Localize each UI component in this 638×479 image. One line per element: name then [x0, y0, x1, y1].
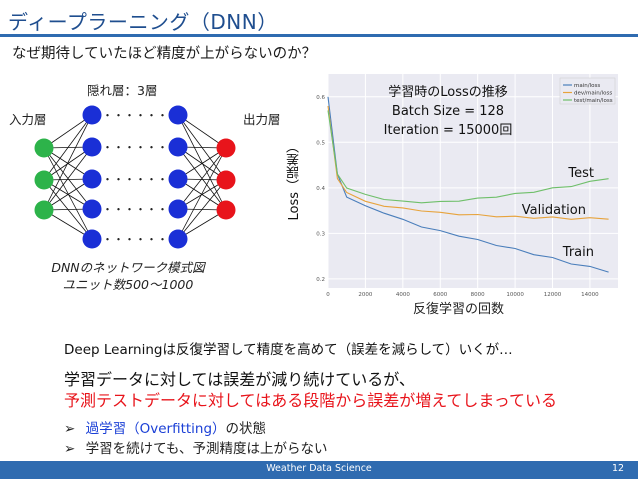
- input-node: [34, 200, 54, 220]
- chart-x-tick-label: 0: [326, 292, 330, 296]
- network-edge: [177, 114, 227, 149]
- output-node: [216, 170, 236, 190]
- chart-grid: [327, 74, 618, 288]
- legend-entry: test/main/loss: [574, 98, 613, 104]
- chart-header-2: Batch Size = 128: [391, 104, 505, 119]
- hidden-node: [168, 137, 188, 157]
- network-nodes: [34, 105, 236, 249]
- chart-x-tick-label: 4000: [396, 292, 410, 296]
- body-test-line: 予測テストデータに対してはある段階から誤差が増えてしまっている: [64, 391, 557, 410]
- chart-x-label: 反復学習の回数: [413, 302, 505, 317]
- legend-entry: dev/main/loss: [574, 91, 612, 97]
- network-edge: [43, 178, 93, 211]
- network-caption-1: DNNのネットワーク模式図: [51, 260, 205, 275]
- network-edge: [177, 147, 227, 180]
- input-layer-label: 入力層: [9, 112, 47, 127]
- dots-row: ・・・・・・: [102, 233, 168, 246]
- chart-x-tick-label: 8000: [471, 292, 485, 296]
- footer-text: Weather Data Science: [266, 463, 372, 474]
- bullet-mark: ➢: [64, 421, 76, 437]
- footer-bar: [0, 461, 638, 479]
- chart-x-tick-label: 12000: [544, 292, 562, 296]
- series-line-dev-main-loss: [327, 105, 609, 220]
- bullet-1-rest: の状態: [225, 421, 267, 437]
- hidden-node: [168, 199, 188, 219]
- hidden-node: [82, 137, 102, 157]
- slide-title: ディープラーニング（DNN）: [8, 10, 278, 34]
- chart-y-tick-label: 0.5: [316, 140, 325, 146]
- page-number: 12: [612, 463, 625, 474]
- output-node: [216, 138, 236, 158]
- bullet-1: ➢ 過学習（Overfitting）の状態: [64, 417, 266, 437]
- chart-y-tick-label: 0.4: [316, 186, 325, 192]
- chart-y-tick-label: 0.6: [316, 95, 325, 101]
- network-edge: [177, 114, 227, 211]
- series-label-validation: Validation: [522, 203, 586, 218]
- network-caption-2: ユニット数500～1000: [62, 277, 194, 292]
- hidden-node: [168, 105, 188, 125]
- hidden-node: [82, 169, 102, 189]
- chart-x-tick-label: 10000: [506, 292, 524, 296]
- dots-row: ・・・・・・: [102, 203, 168, 216]
- bullet-2: ➢ 学習を続けても、予測精度は上がらない: [64, 437, 328, 457]
- body-train-line: 学習データに対しては誤差が減り続けているが、: [64, 370, 415, 389]
- chart-series: [327, 96, 609, 273]
- hidden-node: [82, 105, 102, 125]
- input-node: [34, 138, 54, 158]
- chart-header-1: 学習時のLossの推移: [388, 85, 508, 100]
- network-edge: [43, 147, 93, 240]
- series-label-train: Train: [562, 245, 594, 260]
- chart-plot-area: [328, 74, 618, 288]
- network-edge: [43, 146, 93, 211]
- chart-header-3: Iteration = 15000回: [383, 123, 513, 138]
- chart-y-tick-label: 0.2: [316, 277, 325, 283]
- chart-series-labels: Train Validation Test: [522, 166, 594, 260]
- output-node: [216, 200, 236, 220]
- hidden-node: [168, 169, 188, 189]
- slide-subtitle: なぜ期待していたほど精度が上がらないのか？: [12, 46, 317, 62]
- legend-entry: main/loss: [574, 83, 600, 89]
- network-edge: [43, 114, 93, 211]
- network-diagram: ・・・・・・ ・・・・・・ ・・・・・・ ・・・・・・ ・・・・・・: [34, 105, 236, 249]
- network-edge: [43, 146, 93, 181]
- overfitting-term: 過学習（Overfitting）: [85, 421, 226, 437]
- dots-row: ・・・・・・: [102, 173, 168, 186]
- network-edge: [43, 114, 93, 181]
- network-edge: [177, 147, 227, 210]
- chart-x-tick-label: 6000: [433, 292, 447, 296]
- bullet-2-text: 学習を続けても、予測精度は上がらない: [85, 441, 328, 457]
- dots-row: ・・・・・・: [102, 141, 168, 154]
- chart-x-tick-label: 14000: [581, 292, 599, 296]
- output-layer-label: 出力層: [243, 112, 281, 127]
- hidden-node: [82, 229, 102, 249]
- bullet-mark: ➢: [64, 441, 76, 457]
- input-node: [34, 170, 54, 190]
- chart-y-tick-label: 0.3: [316, 231, 325, 237]
- loss-chart: 0.2 0.3 0.4 0.5 0.6 0 2000 4000 6000 8000 10000 120…: [316, 74, 618, 296]
- hidden-node: [168, 229, 188, 249]
- network-connections: [43, 114, 227, 240]
- chart-ticks: 0.2 0.3 0.4 0.5 0.6 0 2000 4000 6000 8000 10000 120…: [316, 95, 599, 296]
- body-intro: Deep Learningは反復学習して精度を高めて（誤差を減らして）いくが…: [64, 342, 513, 358]
- dots-row: ・・・・・・: [102, 109, 168, 122]
- title-rule: [0, 34, 638, 37]
- network-edge: [177, 179, 227, 240]
- series-line-test-main-loss: [327, 110, 609, 204]
- network-edge: [177, 147, 227, 240]
- chart-x-tick-label: 2000: [358, 292, 372, 296]
- hidden-layer-label: 隠れ層：3層: [87, 83, 158, 98]
- series-label-test: Test: [567, 166, 594, 181]
- series-line-main-loss: [327, 96, 609, 273]
- hidden-node: [82, 199, 102, 219]
- network-edge: [43, 114, 93, 149]
- layer-dots: ・・・・・・ ・・・・・・ ・・・・・・ ・・・・・・ ・・・・・・: [102, 109, 168, 246]
